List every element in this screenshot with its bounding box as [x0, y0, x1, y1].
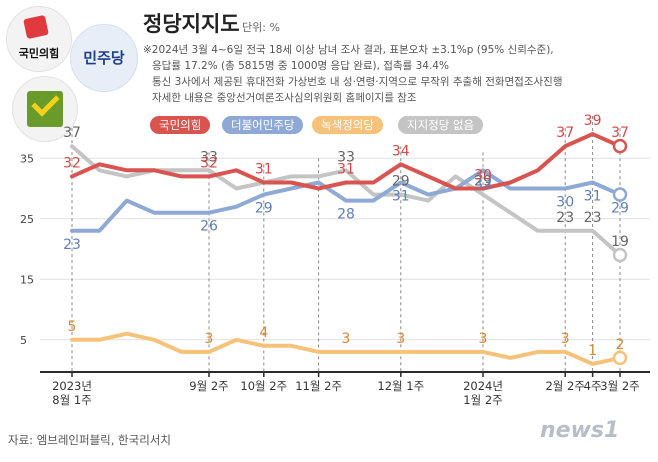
- data-label-green: 3: [396, 331, 405, 347]
- x-tick-label: 2024년: [463, 379, 503, 393]
- data-label-ppp: 34: [392, 143, 410, 159]
- x-tick-label: 11월 2주: [295, 379, 342, 393]
- data-label-none: 23: [584, 210, 602, 226]
- data-label-green: 3: [561, 331, 570, 347]
- brand-logo: news1: [540, 418, 620, 443]
- data-label-ppp: 31: [255, 161, 273, 177]
- data-label-dem: 29: [611, 201, 629, 217]
- data-label-dem: 31: [392, 188, 410, 204]
- series-line-ppp: [70, 132, 622, 191]
- data-label-dem: 30: [556, 195, 574, 211]
- x-tick-label: 1월 2주: [463, 393, 502, 407]
- data-label-none: 37: [63, 125, 81, 141]
- data-label-green: 5: [68, 319, 77, 335]
- series-line-dem: [70, 168, 622, 233]
- x-tick-label: 2월 2주: [545, 379, 584, 393]
- data-label-green: 3: [342, 331, 351, 347]
- data-label-none: 23: [556, 210, 574, 226]
- survey-note-2: 응답률 17.2% (총 5815명 중 1000명 응답 완료), 접촉률 3…: [152, 60, 449, 72]
- x-tick-label: 8월 1주: [52, 393, 91, 407]
- data-label-none: 19: [611, 234, 629, 250]
- data-label-ppp: 30: [474, 168, 492, 184]
- ppp-logo: 국민의힘: [6, 6, 72, 72]
- source-note: 자료: 엠브레인퍼블릭, 한국리서치: [8, 433, 171, 447]
- data-label-none: 33: [337, 149, 355, 165]
- series-line-green: [70, 331, 622, 366]
- survey-note-1: ※2024년 3월 4~6일 전국 18세 이상 남녀 조사 결과, 표본오차 …: [143, 44, 554, 56]
- data-label-green: 2: [616, 337, 625, 353]
- y-tick-label: 25: [20, 213, 34, 226]
- x-tick-label: 4주: [584, 379, 602, 393]
- data-label-green: 4: [259, 325, 268, 341]
- data-label-ppp: 32: [200, 155, 218, 171]
- y-tick-label: 5: [20, 334, 27, 347]
- ppp-logo-text: 국민의힘: [18, 47, 60, 60]
- data-label-dem: 28: [337, 207, 355, 223]
- dem-logo: 민주당: [70, 24, 138, 92]
- data-label-none: 29: [474, 174, 492, 190]
- dem-logo-text: 민주당: [83, 49, 125, 67]
- x-tick-label: 12월 1주: [377, 379, 424, 393]
- green-justice-check-icon: [27, 91, 63, 127]
- legend-ppp-label: 국민의힘: [159, 118, 202, 132]
- data-label-none: 33: [200, 149, 218, 165]
- data-label-ppp: 39: [584, 113, 602, 129]
- data-label-dem: 23: [63, 237, 81, 253]
- legend-ppp: 국민의힘: [150, 116, 211, 134]
- chart-title: 정당지지도: [143, 12, 240, 36]
- end-point-ppp: [612, 138, 628, 154]
- green-logo: [12, 76, 78, 142]
- data-label-none: 29: [392, 174, 410, 190]
- data-label-dem: 26: [200, 219, 218, 235]
- end-point-none: [612, 247, 628, 263]
- legend-green: 녹색정의당: [312, 116, 383, 134]
- data-label-ppp: 32: [63, 155, 81, 171]
- x-tick-label: 3월 2주: [600, 379, 639, 393]
- x-tick-label: 10월 2주: [240, 379, 287, 393]
- data-label-ppp: 37: [556, 125, 574, 141]
- legend-dem: 더불어민주당: [222, 116, 304, 134]
- legend-none-label: 지지정당 없음: [407, 118, 475, 132]
- data-label-dem: 31: [584, 188, 602, 204]
- y-tick-label: 15: [20, 273, 34, 286]
- end-point-dem: [612, 187, 628, 202]
- y-tick-label: 35: [20, 152, 34, 165]
- data-label-green: 3: [205, 331, 214, 347]
- data-label-dem: 33: [474, 176, 492, 192]
- data-label-green: 1: [588, 343, 597, 359]
- x-tick-label: 9월 2주: [189, 379, 228, 393]
- legend-green-label: 녹색정의당: [321, 118, 374, 132]
- data-label-ppp: 37: [611, 125, 629, 141]
- legend-none: 지지정당 없음: [398, 116, 484, 134]
- x-tick-label: 2023년: [52, 379, 92, 393]
- legend-dem-label: 더불어민주당: [231, 118, 295, 132]
- survey-note-3: 통신 3사에서 제공된 휴대전화 가상번호 내 성·연령·지역으로 무작위 추출…: [152, 76, 563, 88]
- data-label-green: 3: [479, 331, 488, 347]
- data-label-ppp: 31: [337, 161, 355, 177]
- end-point-green: [612, 350, 628, 366]
- survey-note-4: 자세한 내용은 중앙선거여론조사심의위원회 홈페이지를 참조: [152, 92, 417, 104]
- unit-label: 단위: %: [242, 21, 280, 34]
- data-label-dem: 29: [255, 201, 273, 217]
